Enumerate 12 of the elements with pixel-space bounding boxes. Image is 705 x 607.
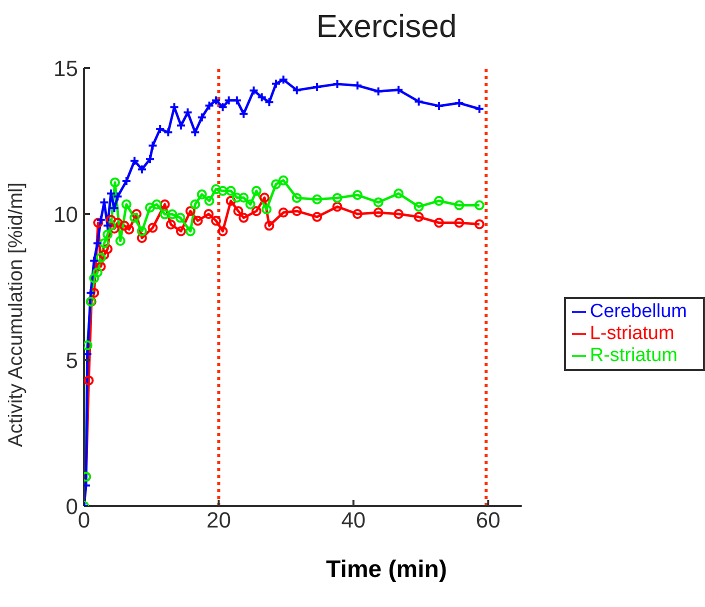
y-tick-label: 15 [54, 56, 78, 81]
x-tick-label: 40 [341, 508, 366, 533]
chart-title: Exercised [315, 8, 458, 46]
legend-label: L-striatum [590, 323, 674, 344]
y-tick-label: 5 [66, 348, 78, 373]
x-axis-title: Time (min) [325, 556, 448, 584]
legend-label: R-striatum [590, 345, 678, 366]
legend-label: Cerebellum [590, 301, 687, 322]
x-tick-label: 20 [206, 508, 231, 533]
x-tick-label: 60 [476, 508, 500, 533]
y-axis-title: Activity Accumulation [%id/ml] [5, 182, 28, 447]
y-tick-label: 10 [54, 202, 78, 227]
